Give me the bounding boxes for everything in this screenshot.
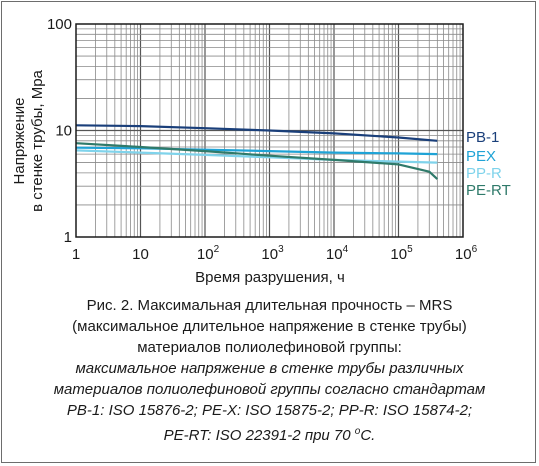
x-tick-label: 1 [72,246,80,263]
caption-line: Рис. 2. Максимальная длительная прочност… [86,297,453,314]
x-axis-label: Время разрушения, ч [195,269,345,286]
series-label-pp-r: PP-R [466,165,502,182]
caption-text: С. [360,427,376,444]
y-axis-label-line-2: в стенке трубы, Мра [29,69,46,211]
series-line-pe-rt [75,142,439,180]
y-tick-labels: 1 10 100 [47,16,72,246]
caption-line: (максимальное длительное напряжение в ст… [72,318,467,335]
series-line-pb-1 [75,124,438,142]
x-tick-label: 106 [455,244,478,263]
series-line-pp-r [75,149,438,164]
plot-border [75,23,464,238]
series-line-pex [75,146,438,156]
caption-line: материалов полиолефиновой группы согласн… [53,381,486,398]
caption-line: материалов полиолефиновой группы: [137,339,402,356]
series-label-pb-1: PB-1 [466,129,499,146]
degree-sign: o [354,426,361,437]
y-tick-label: 1 [64,229,72,246]
series-label-pe-rt: PE-RT [466,182,511,199]
series-label-pex: PEX [466,148,496,165]
y-axis-label-line-1: Напряжение [11,98,28,185]
x-tick-label: 102 [197,244,220,263]
grid [76,24,463,237]
y-tick-label: 10 [55,123,72,140]
caption-text: PE-RT: ISO 22391-2 при 70 [163,427,355,444]
y-tick-label: 100 [47,16,72,33]
x-tick-labels: 1 10 102 103 104 105 106 [72,244,478,263]
caption-line: PB-1: ISO 15876-2; PE-X: ISO 15875-2; PP… [66,402,473,419]
x-tick-label: 105 [390,244,413,263]
figure-caption: Рис. 2. Максимальная длительная прочност… [2,295,537,446]
caption-line: максимальное напряжение в стенке трубы р… [75,360,464,377]
mrs-chart: 1 10 100 1 10 102 103 104 105 106 PB-1 PEXPP-RPE-… [11,16,511,286]
x-tick-label: 104 [326,244,349,263]
series-lines [75,124,439,180]
caption-line-last: PE-RT: ISO 22391-2 при 70 oС. [2,421,537,446]
x-tick-label: 103 [261,244,284,263]
x-tick-label: 10 [132,246,149,263]
